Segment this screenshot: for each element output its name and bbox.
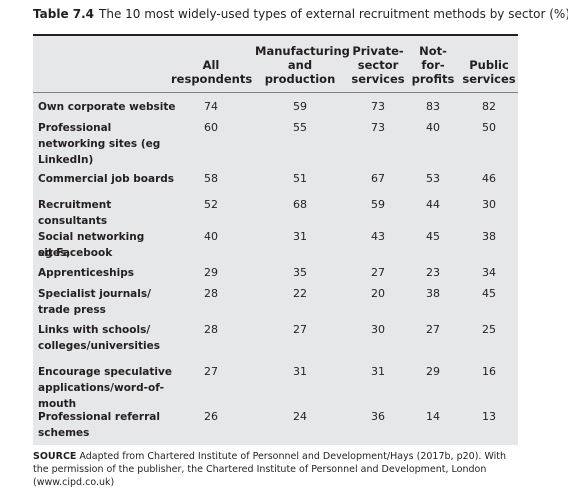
row-label: Encourage speculative [38, 366, 172, 378]
row-label: Links with schools/ [38, 324, 151, 336]
row-value: 46 [482, 172, 496, 185]
row-label: trade press [38, 304, 106, 316]
row-label: Own corporate website [38, 101, 176, 113]
row-value: 73 [371, 121, 385, 134]
column-header-1-line-1: and [287, 58, 313, 72]
row-label: Specialist journals/ [38, 288, 151, 300]
row-value: 43 [371, 230, 385, 243]
row-value: 82 [482, 100, 496, 113]
table-caption: Table 7.4 The 10 most widely-used types o… [33, 7, 568, 21]
column-header-1-line-0: Manufacturing [255, 44, 350, 58]
row-value: 27 [426, 323, 440, 336]
row-value: 27 [371, 266, 385, 279]
row-value: 27 [293, 323, 307, 336]
column-header-0-line-0: All [202, 58, 220, 72]
row-value: 36 [371, 410, 385, 423]
row-label: Social networking sites, [38, 231, 145, 259]
column-header-1-line-2: production [264, 72, 336, 86]
column-header-0-line-1: respondents [171, 72, 253, 86]
row-value: 74 [204, 100, 218, 113]
source-label: SOURCE [33, 451, 77, 462]
row-value: 30 [371, 323, 385, 336]
row-label: Recruitment [38, 199, 112, 211]
row-value: 59 [293, 100, 307, 113]
row-value: 40 [204, 230, 218, 243]
row-value: 83 [426, 100, 440, 113]
row-value: 35 [293, 266, 307, 279]
row-value: 40 [426, 121, 440, 134]
row-value: 38 [426, 287, 440, 300]
row-value: 14 [426, 410, 440, 423]
source-text: Adapted from Chartered Institute of Pers… [33, 451, 507, 488]
row-value: 20 [371, 287, 385, 300]
table-number: Table 7.4 [33, 7, 95, 21]
column-header-3-line-2: profits [411, 72, 455, 86]
row-value: 45 [482, 287, 496, 300]
row-value: 28 [204, 287, 218, 300]
row-value: 55 [293, 121, 307, 134]
row-value: 29 [426, 365, 440, 378]
row-value: 59 [371, 198, 385, 211]
row-label: Professional [38, 122, 112, 134]
row-value: 13 [482, 410, 496, 423]
row-value: 67 [371, 172, 385, 185]
row-value: 73 [371, 100, 385, 113]
row-label: Commercial job boards [38, 173, 175, 185]
row-value: 26 [204, 410, 218, 423]
row-value: 50 [482, 121, 496, 134]
row-label: LinkedIn) [38, 154, 94, 166]
row-value: 38 [482, 230, 496, 243]
column-header-3-line-1: for- [421, 58, 445, 72]
row-value: 44 [426, 198, 440, 211]
row-value: 58 [204, 172, 218, 185]
row-label: networking sites (eg [38, 138, 161, 150]
column-header-2-line-1: sector [357, 58, 399, 72]
column-header-3-line-0: Not- [419, 44, 447, 58]
row-value: 25 [482, 323, 496, 336]
row-value: 34 [482, 266, 496, 279]
row-value: 31 [293, 230, 307, 243]
row-label: consultants [38, 215, 108, 227]
row-label: Apprenticeships [38, 267, 134, 279]
source-note: SOURCE Adapted from Chartered Institute o… [33, 450, 523, 489]
header-divider [33, 92, 518, 93]
row-label: applications/word-of- [38, 382, 164, 394]
row-value: 68 [293, 198, 307, 211]
row-value: 45 [426, 230, 440, 243]
row-value: 24 [293, 410, 307, 423]
column-header-4-line-0: Public [469, 58, 509, 72]
row-value: 28 [204, 323, 218, 336]
table-title: The 10 most widely-used types of externa… [99, 7, 568, 21]
row-label: colleges/universities [38, 340, 161, 352]
row-value: 31 [371, 365, 385, 378]
row-value: 51 [293, 172, 307, 185]
row-value: 16 [482, 365, 496, 378]
column-header-4-line-1: services [462, 72, 516, 86]
row-label: mouth [38, 398, 77, 410]
recruitment-methods-table: All respondents Manufacturing and production… [33, 34, 518, 445]
row-label: Professional referral [38, 411, 160, 423]
row-value: 27 [204, 365, 218, 378]
row-value: 52 [204, 198, 218, 211]
column-header-2-line-0: Private- [352, 44, 404, 58]
column-header-2-line-2: services [351, 72, 405, 86]
row-value: 53 [426, 172, 440, 185]
row-value: 31 [293, 365, 307, 378]
row-value: 29 [204, 266, 218, 279]
row-value: 23 [426, 266, 440, 279]
row-value: 22 [293, 287, 307, 300]
row-label: schemes [38, 427, 90, 439]
row-value: 30 [482, 198, 496, 211]
row-label: eg Facebook [38, 247, 113, 259]
row-value: 60 [204, 121, 218, 134]
